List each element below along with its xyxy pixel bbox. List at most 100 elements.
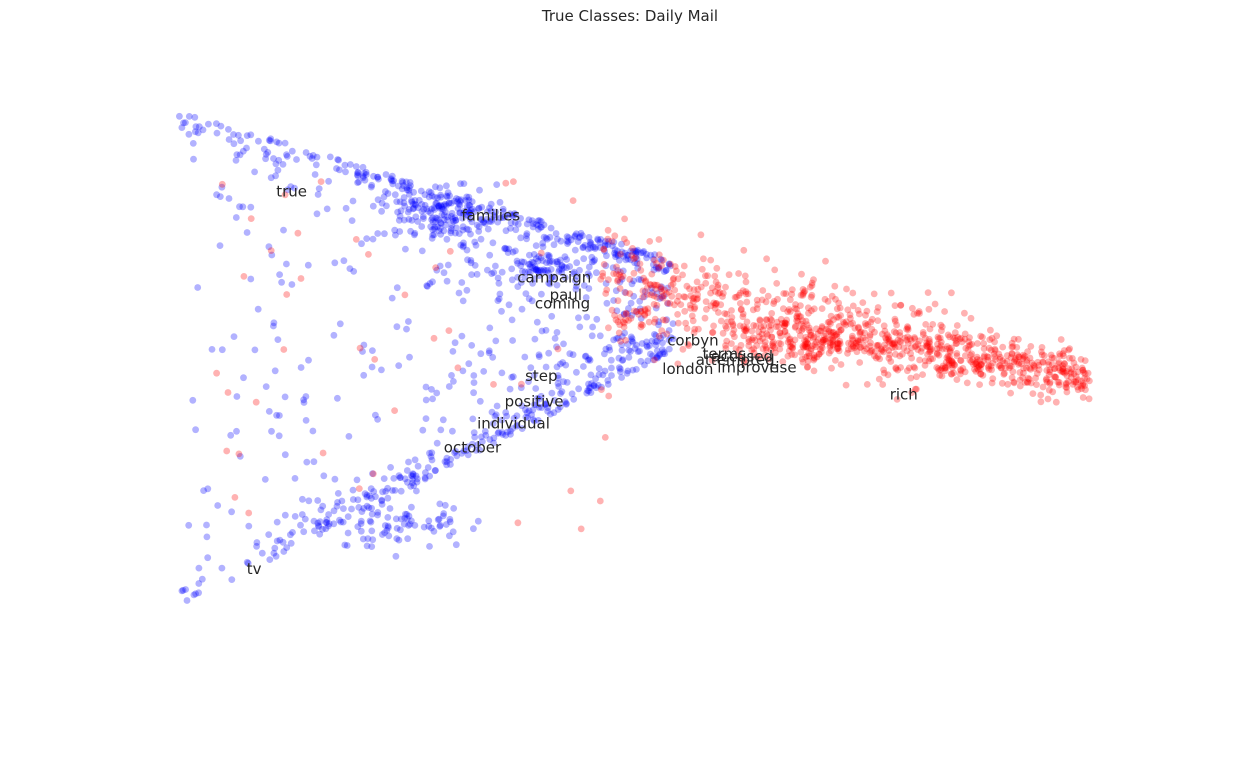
point [336, 516, 343, 524]
point [829, 341, 837, 348]
point [587, 240, 595, 247]
point [458, 449, 466, 457]
point [781, 322, 788, 329]
point [430, 231, 438, 239]
point [528, 258, 536, 266]
point [325, 511, 332, 518]
point [1018, 360, 1025, 368]
point [605, 344, 613, 351]
point [421, 201, 429, 209]
point [949, 364, 956, 372]
point [423, 205, 431, 213]
point [879, 381, 887, 388]
point [571, 246, 579, 254]
point [243, 132, 251, 140]
point [310, 517, 318, 525]
point [818, 305, 826, 312]
point [662, 267, 670, 274]
point [652, 281, 659, 289]
point [291, 475, 299, 482]
point [487, 200, 495, 208]
point [514, 519, 522, 527]
point [914, 309, 921, 317]
point [473, 221, 481, 229]
point [560, 378, 567, 386]
point [901, 334, 909, 342]
point [495, 279, 503, 287]
point [325, 522, 332, 530]
point [1013, 358, 1020, 365]
point [545, 269, 552, 277]
point [1031, 363, 1038, 370]
point [547, 410, 554, 418]
point [532, 401, 540, 409]
point [840, 320, 848, 327]
point [448, 209, 456, 217]
point [918, 344, 926, 352]
point [596, 332, 604, 340]
point [811, 341, 819, 348]
point [273, 518, 281, 526]
point [245, 509, 253, 517]
point [537, 223, 544, 231]
point [827, 341, 834, 349]
point [970, 361, 977, 368]
point [468, 218, 476, 226]
point [493, 402, 501, 410]
point [977, 370, 985, 378]
point [605, 276, 612, 284]
point [636, 260, 644, 268]
point [728, 314, 736, 321]
point [397, 515, 405, 523]
point [835, 299, 843, 307]
point [362, 171, 370, 178]
point [817, 327, 825, 335]
point [281, 139, 289, 147]
point [617, 338, 624, 345]
point [1063, 388, 1071, 396]
point [356, 344, 364, 352]
point [904, 323, 911, 331]
point [535, 395, 543, 403]
point [820, 336, 827, 344]
point [729, 322, 737, 329]
point [961, 309, 968, 317]
point [419, 213, 427, 221]
point [512, 247, 519, 255]
word-annotation: terms [703, 345, 747, 363]
point [594, 236, 602, 244]
point [218, 346, 226, 354]
point [777, 315, 785, 323]
point [563, 237, 571, 245]
point [400, 216, 408, 224]
point [768, 316, 776, 324]
point [501, 213, 509, 220]
point [828, 292, 836, 300]
point [796, 332, 804, 339]
point [810, 367, 818, 375]
point [957, 334, 965, 342]
point [995, 362, 1003, 370]
point [391, 407, 398, 414]
point [448, 372, 455, 379]
point [822, 257, 829, 265]
point [1038, 344, 1046, 351]
point [325, 177, 332, 185]
point [570, 395, 578, 403]
point [968, 340, 976, 348]
point [669, 276, 677, 283]
point [648, 337, 656, 345]
point [856, 330, 864, 337]
point [868, 325, 876, 333]
point [308, 155, 316, 162]
point [447, 212, 455, 220]
point [1065, 365, 1072, 372]
point [631, 345, 639, 352]
point [894, 336, 902, 344]
word-annotation: true [276, 183, 307, 201]
point [430, 204, 438, 212]
point [952, 340, 960, 347]
point [489, 353, 497, 361]
point [637, 249, 645, 257]
point [488, 216, 496, 223]
